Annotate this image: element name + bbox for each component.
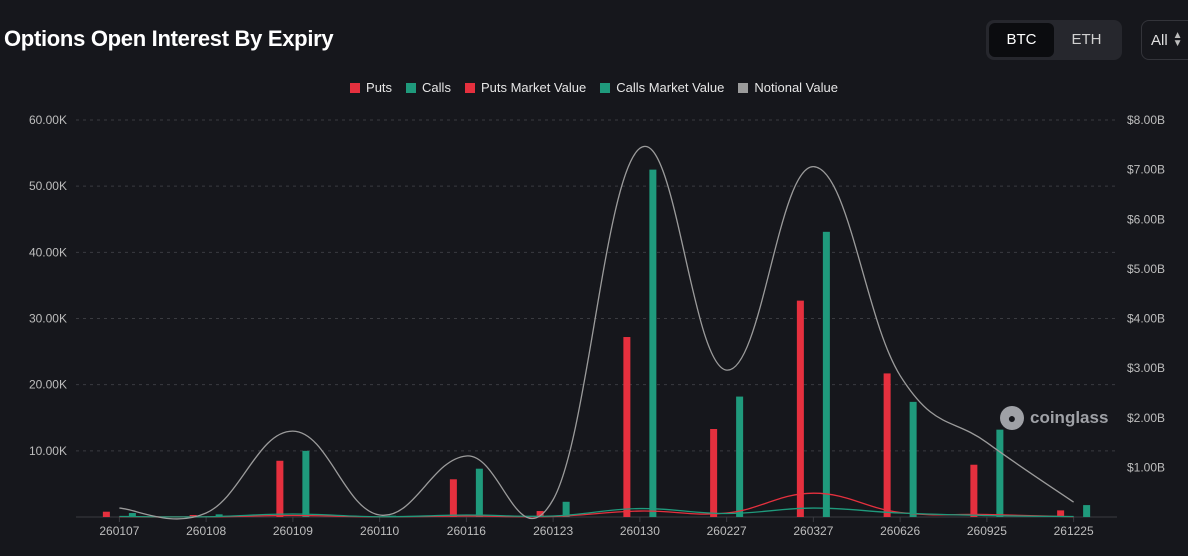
bar-calls (562, 501, 570, 517)
bar-puts (970, 464, 978, 517)
legend-label-puts: Puts (366, 80, 393, 95)
legend-swatch-puts-market-value (464, 82, 475, 93)
legend-item-notional-value[interactable]: Notional Value (738, 80, 838, 95)
bar-puts (1057, 510, 1065, 517)
x-tick-label: 260108 (186, 524, 226, 538)
bar-calls (649, 169, 657, 517)
x-tick-label: 260107 (99, 524, 139, 538)
legend-swatch-calls-market-value (600, 82, 611, 93)
page-title: Options Open Interest By Expiry (4, 26, 334, 51)
legend-label-puts-market-value: Puts Market Value (480, 80, 587, 95)
watermark-text: coinglass (1030, 408, 1109, 427)
x-tick-label: 260109 (273, 524, 313, 538)
btc-tab[interactable]: BTC (989, 23, 1054, 57)
bar-puts (883, 373, 891, 517)
y-right-tick-label: $4.00B (1127, 312, 1165, 326)
y-right-tick-label: $2.00B (1127, 411, 1165, 425)
legend-swatch-calls (406, 82, 417, 93)
x-tick-label: 260327 (793, 524, 833, 538)
x-tick-label: 260626 (880, 524, 920, 538)
bar-puts (189, 515, 197, 517)
bar-calls (996, 429, 1004, 517)
bar-puts (276, 460, 284, 517)
y-left-tick-label: 10.00K (29, 444, 67, 458)
range-select-value: All (1151, 31, 1168, 49)
legend-item-calls-market-value[interactable]: Calls Market Value (600, 80, 724, 95)
line-puts-market-value (119, 492, 1074, 518)
x-tick-label: 260130 (620, 524, 660, 538)
y-left-tick-label: 50.00K (29, 179, 67, 193)
bar-calls (822, 231, 830, 518)
watermark: ● coinglass (1000, 406, 1108, 430)
legend-swatch-notional-value (738, 82, 749, 93)
bar-calls (215, 514, 223, 517)
y-right-tick-label: $5.00B (1127, 262, 1165, 276)
bar-calls (302, 450, 310, 517)
coinglass-logo-icon: ● (1000, 406, 1024, 430)
y-left-tick-label: 40.00K (29, 245, 67, 259)
bar-puts (536, 511, 544, 517)
y-right-tick-label: $8.00B (1127, 113, 1165, 127)
legend-item-calls[interactable]: Calls (406, 80, 451, 95)
bar-calls (1083, 505, 1091, 517)
line-notional-value (119, 145, 1074, 520)
y-right-tick-label: $6.00B (1127, 212, 1165, 226)
x-tick-label: 260227 (707, 524, 747, 538)
bar-calls (736, 396, 744, 517)
bar-puts (623, 337, 631, 517)
y-right-tick-label: $3.00B (1127, 361, 1165, 375)
legend-item-puts[interactable]: Puts (350, 80, 392, 95)
bar-puts (449, 479, 457, 517)
x-tick-label: 260925 (967, 524, 1007, 538)
bar-puts (102, 511, 110, 517)
line-calls-market-value (119, 507, 1074, 518)
x-tick-label: 260123 (533, 524, 573, 538)
chart-legend: Puts Calls Puts Market Value Calls Marke… (0, 80, 1188, 95)
bar-puts (710, 428, 718, 517)
bar-calls (909, 401, 917, 517)
legend-label-calls-market-value: Calls Market Value (616, 80, 725, 95)
legend-swatch-puts (350, 82, 361, 93)
y-right-tick-label: $1.00B (1127, 460, 1165, 474)
bar-puts (796, 300, 804, 517)
bar-calls (475, 468, 483, 517)
bar-calls (128, 513, 136, 517)
legend-item-puts-market-value[interactable]: Puts Market Value (464, 80, 587, 95)
eth-tab[interactable]: ETH (1071, 31, 1102, 48)
range-select[interactable]: All ▲ ▼ (1141, 20, 1188, 60)
y-left-tick-label: 20.00K (29, 378, 67, 392)
x-tick-label: 260110 (360, 524, 399, 538)
y-left-tick-label: 30.00K (29, 312, 67, 326)
legend-label-calls: Calls (422, 80, 451, 95)
x-tick-label: 260116 (447, 524, 486, 538)
legend-label-notional-value: Notional Value (754, 80, 838, 95)
chevron-updown-icon: ▲ ▼ (1172, 30, 1183, 49)
x-tick-label: 261225 (1054, 524, 1094, 538)
asset-toggle: BTC ETH (986, 20, 1122, 60)
y-left-tick-label: 60.00K (29, 113, 67, 127)
y-right-tick-label: $7.00B (1127, 163, 1165, 177)
